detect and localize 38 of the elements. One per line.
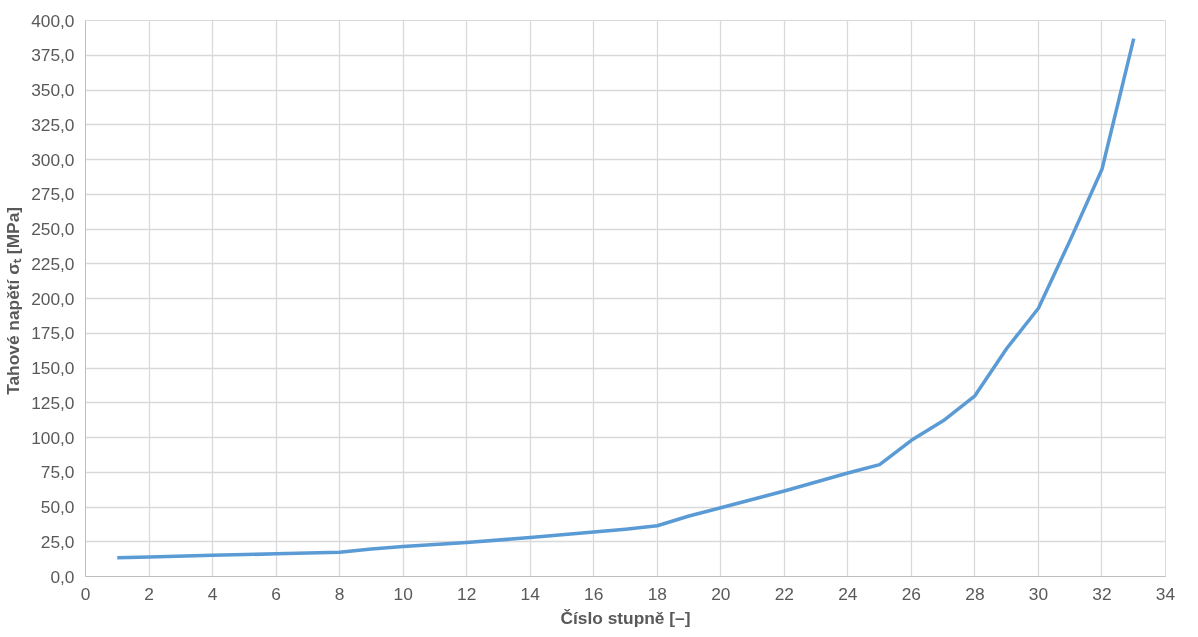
y-tick-label: 125,0 (31, 392, 75, 413)
x-tick-label: 34 (1155, 583, 1176, 604)
x-tick-label: 6 (271, 583, 281, 604)
y-tick-label: 350,0 (31, 80, 75, 100)
y-tick-label: 50,0 (40, 497, 75, 517)
x-tick-label: 0 (80, 583, 91, 604)
x-tick-label: 32 (1092, 583, 1112, 604)
y-tick-label: 200,0 (31, 288, 75, 309)
y-tick-label: 375,0 (31, 45, 75, 66)
y-tick-label: 325,0 (31, 114, 75, 135)
y-tick-label: 225,0 (31, 253, 75, 274)
x-tick-label: 4 (207, 583, 218, 604)
y-tick-label: 400,0 (31, 10, 75, 31)
y-tick-label: 300,0 (31, 149, 75, 170)
y-tick-label: 150,0 (31, 358, 75, 378)
y-axis-title: Tahové napětí σₜ [MPa] (3, 206, 24, 395)
y-tick-label: 250,0 (31, 219, 75, 239)
x-tick-label: 22 (774, 583, 794, 604)
y-tick-label: 275,0 (31, 184, 75, 205)
x-tick-label: 18 (647, 583, 667, 604)
y-tick-label: 175,0 (31, 323, 75, 344)
x-tick-label: 12 (457, 583, 477, 604)
x-axis-title: Číslo stupně [–] (560, 607, 691, 628)
x-tick-label: 10 (393, 583, 413, 604)
x-tick-label: 26 (901, 583, 922, 604)
y-tick-label: 0,0 (50, 566, 75, 587)
x-tick-label: 28 (965, 583, 985, 604)
x-tick-label: 20 (711, 583, 731, 604)
x-tick-label: 14 (520, 583, 541, 604)
x-tick-label: 30 (1028, 583, 1049, 604)
x-tick-label: 8 (334, 583, 345, 604)
x-tick-label: 16 (584, 583, 604, 604)
y-tick-label: 75,0 (40, 462, 75, 483)
x-tick-label: 24 (838, 583, 858, 604)
y-tick-label: 25,0 (40, 531, 75, 552)
line-series (115, 36, 1136, 560)
x-tick-label: 2 (144, 583, 154, 604)
y-tick-label: 100,0 (31, 427, 75, 448)
